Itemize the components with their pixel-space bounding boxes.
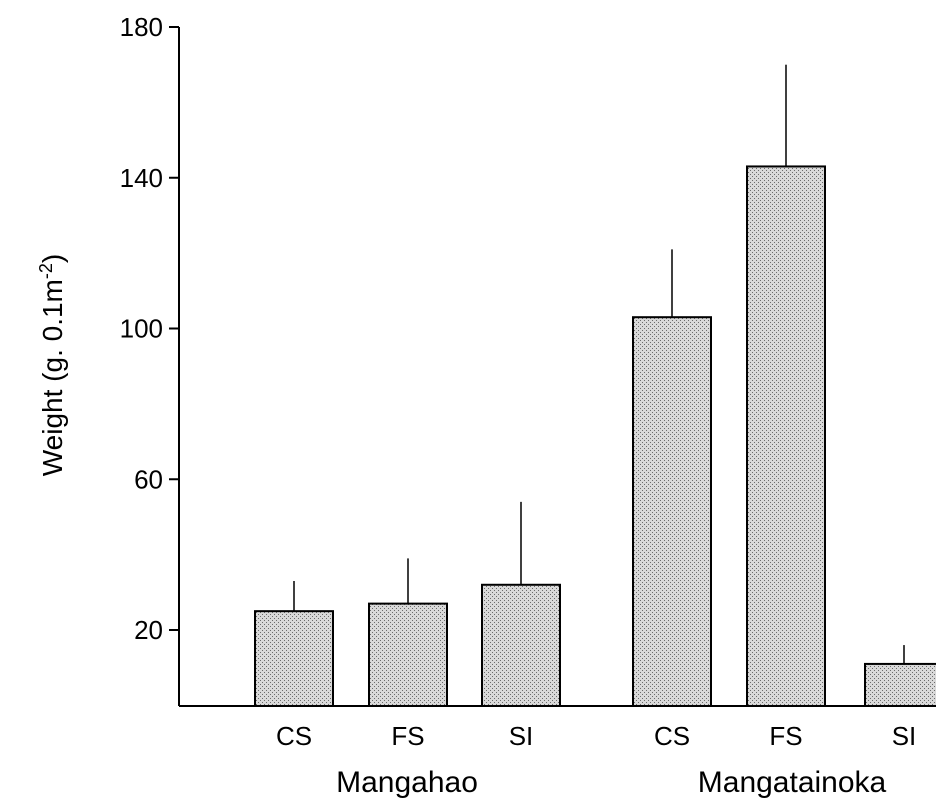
y-axis-ticks: 20 60 100 140 180 — [120, 12, 179, 645]
bar — [368, 602, 448, 708]
category-label: SI — [892, 721, 917, 751]
category-label: CS — [276, 721, 312, 751]
y-tick-label: 60 — [134, 464, 163, 494]
y-axis-title: Weight (g. 0.1m-2) — [36, 254, 68, 476]
y-tick-label: 180 — [120, 12, 163, 42]
category-label: SI — [509, 721, 534, 751]
category-label: FS — [769, 721, 802, 751]
group-label: Mangatainoka — [698, 766, 887, 799]
bar — [254, 610, 334, 707]
group-labels: Mangahao Mangatainoka — [336, 766, 886, 799]
bar — [746, 165, 826, 708]
bar — [481, 583, 561, 708]
y-tick-label: 20 — [134, 615, 163, 645]
bar — [632, 316, 712, 707]
y-tick-label: 140 — [120, 163, 163, 193]
y-tick-label: 100 — [120, 314, 163, 344]
category-label: FS — [391, 721, 424, 751]
error-bars — [293, 64, 905, 664]
bar — [864, 662, 936, 708]
category-label: CS — [654, 721, 690, 751]
group-label: Mangahao — [336, 766, 478, 799]
category-labels: CS FS SI CS FS SI — [276, 721, 916, 751]
bars — [254, 165, 936, 708]
